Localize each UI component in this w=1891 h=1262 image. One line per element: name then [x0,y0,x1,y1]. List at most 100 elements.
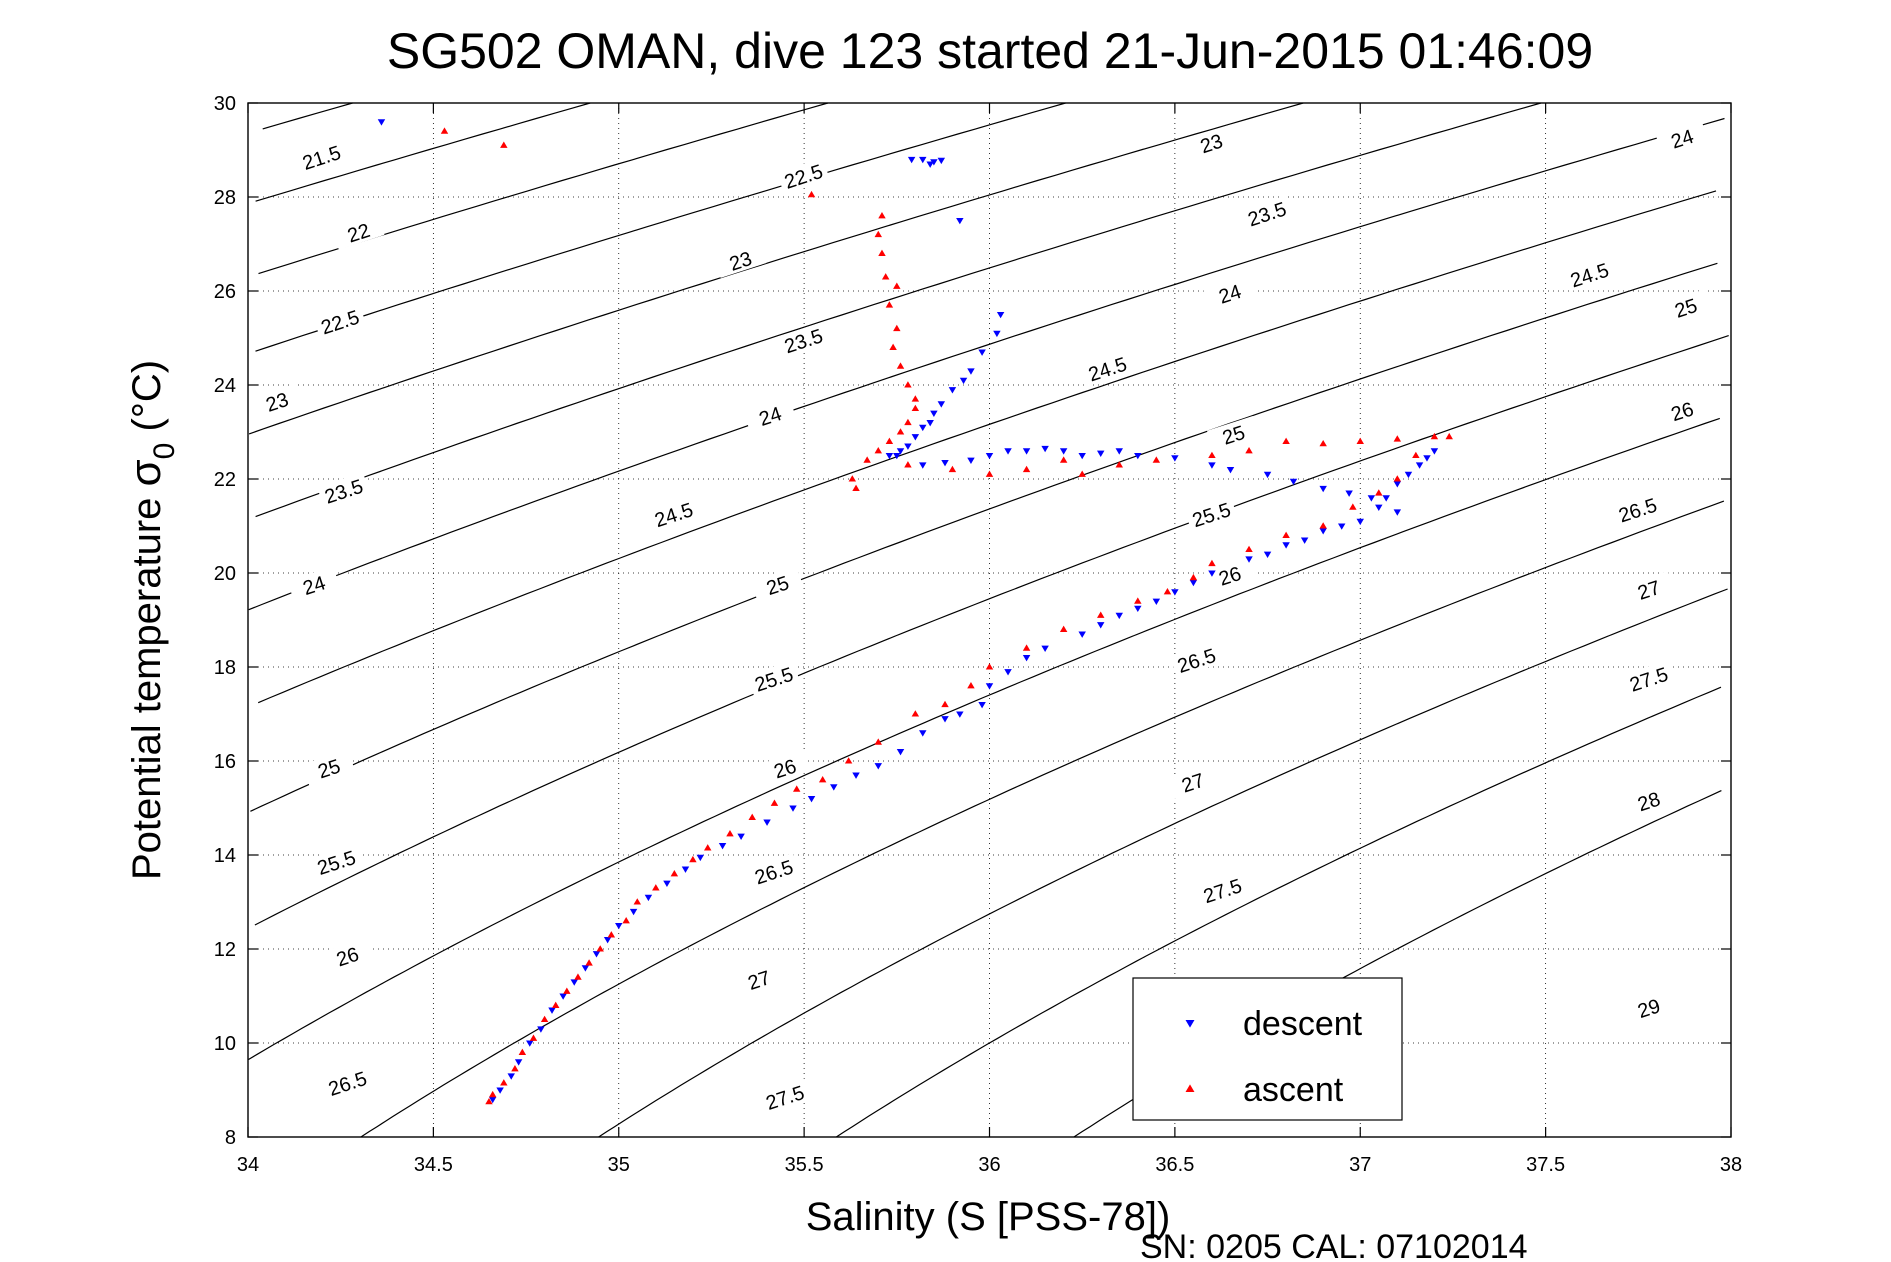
x-tick-label: 37.5 [1526,1154,1565,1176]
ascent-point [551,1001,560,1008]
y-tick-label: 12 [214,939,236,961]
y-tick-label: 22 [214,469,236,491]
descent-point [1367,495,1376,502]
descent-point [1004,669,1012,676]
density-contour [248,417,1720,1061]
ascent-point [1445,432,1453,440]
contour-label: 24.5 [1562,256,1616,292]
descent-point [1152,598,1161,605]
descent-point [919,462,927,469]
y-tick-label: 24 [214,375,236,397]
descent-point [1041,645,1049,652]
descent-point [1263,471,1272,479]
legend: descent ascent [1132,977,1403,1121]
ascent-point [878,212,886,219]
ascent-point [529,1034,538,1041]
descent-point [956,217,964,225]
ascent-point [1319,522,1327,529]
ascent-point [1356,437,1364,444]
ascent-point [911,710,920,717]
ascent-point [1078,470,1086,477]
descent-point [1375,504,1383,511]
descent-point [985,683,994,690]
ascent-point [1245,447,1253,454]
descent-point [507,1073,515,1080]
descent-point [581,965,590,972]
descent-point [1134,452,1142,460]
y-tick-label: 8 [225,1127,236,1149]
density-contour [598,588,1728,1138]
ascent-point [911,404,920,412]
ascent-point [748,813,756,820]
descent-point [956,711,964,718]
descent-point [967,457,975,464]
ascent-point [500,141,508,148]
ascent-point [440,127,449,134]
descent-point [514,1059,523,1066]
descent-point [559,993,567,1000]
descent-point [907,156,916,164]
y-axis-label: Potential temperature σ0 (°C) [121,360,181,880]
contour-label: 26 [1203,556,1256,593]
descent-point [967,368,975,375]
ascent-point [985,663,994,670]
descent-point [763,819,771,826]
ascent-point [967,682,975,689]
descent-point [1423,455,1431,462]
descent-point [570,979,578,986]
descent-point [1097,450,1105,457]
ascent-point [770,799,779,806]
descent-point [1022,655,1031,662]
ascent-point [607,931,616,938]
descent-point [1345,490,1353,497]
ascent-point [893,282,901,289]
descent-point [978,702,986,709]
ascent-point [1412,451,1420,459]
descent-point [1337,523,1346,530]
descent-point [874,763,882,770]
data-points [377,119,1453,1105]
descent-point [1171,455,1179,462]
legend-descent-label: descent [1243,1005,1363,1043]
descent-point [1134,605,1142,613]
contour-label: 25 [302,749,355,786]
ascent-point [1208,451,1216,459]
density-contour [250,262,1718,812]
ascent-point [1059,456,1068,463]
descent-point [1282,542,1290,549]
ascent-point [726,830,734,837]
descent-point [919,156,927,164]
density-contour [255,102,591,202]
ascent-point [1349,503,1357,510]
ascent-point [1022,644,1031,651]
y-axis-label-text: Potential temperature [125,498,169,880]
ascent-point [585,959,593,966]
ascent-point [878,249,886,256]
descent-point [1004,448,1012,455]
descent-point [1319,485,1327,493]
x-axis-label: Salinity (S [PSS-78]) [806,1195,1171,1239]
ascent-point [852,484,860,491]
descent-point [789,805,797,812]
descent-point [893,452,901,460]
y-tick-label: 28 [214,187,236,209]
ascent-point [670,870,679,877]
descent-point [1289,478,1298,486]
legend-ascent-marker [1185,1084,1195,1093]
descent-point [1382,495,1390,502]
x-tick-label: 34 [237,1154,259,1176]
descent-point [629,908,638,916]
descent-point [1022,448,1031,455]
descent-point [896,448,905,455]
descent-point [681,866,690,873]
y-axis-ticks: 8 10 12 14 16 18 20 22 24 26 28 30 [214,93,1731,1149]
descent-point [1245,556,1253,563]
descent-point [1059,448,1068,455]
descent-point [959,377,968,385]
density-contour [254,335,1729,926]
ascent-point [652,884,660,891]
contour-label: 27 [1622,571,1675,607]
descent-point [1078,452,1086,460]
